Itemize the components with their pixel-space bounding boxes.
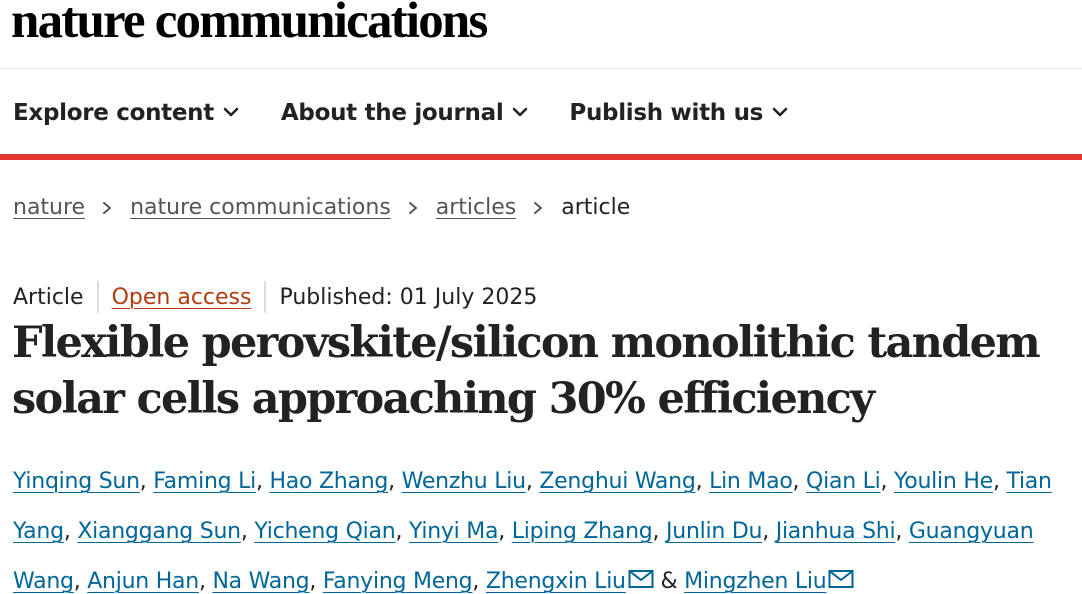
chevron-right-icon xyxy=(406,201,420,215)
chevron-down-icon xyxy=(771,103,789,121)
breadcrumb: nature nature communications articles ar… xyxy=(13,195,630,220)
author-link[interactable]: Yicheng Qian xyxy=(254,519,396,544)
author-link[interactable]: Zhengxin Liu xyxy=(485,569,626,594)
breadcrumb-articles[interactable]: articles xyxy=(435,195,517,220)
author-link[interactable]: Na Wang xyxy=(212,569,310,594)
journal-logo[interactable]: nature communications xyxy=(11,0,488,49)
accent-bar xyxy=(0,154,1082,160)
nav-publish-with-us[interactable]: Publish with us xyxy=(569,100,789,126)
author-link[interactable]: Tian Yang xyxy=(13,469,1052,544)
meta-divider xyxy=(264,281,267,313)
chevron-down-icon xyxy=(222,103,240,121)
author-link[interactable]: Yinyi Ma xyxy=(408,519,499,544)
author-link[interactable]: Fanying Meng xyxy=(322,569,473,594)
nav-about-the-journal[interactable]: About the journal xyxy=(281,100,530,126)
open-access-link[interactable]: Open access xyxy=(111,284,252,310)
author-link[interactable]: Guangyuan Wang xyxy=(13,519,1034,594)
author-link[interactable]: Youlin He xyxy=(894,469,993,494)
chevron-right-icon xyxy=(531,201,545,215)
nav-explore-content[interactable]: Explore content xyxy=(13,100,240,126)
author-link[interactable]: Wenzhu Liu xyxy=(401,469,526,494)
published-date: Published: 01 July 2025 xyxy=(279,284,538,310)
envelope-icon[interactable] xyxy=(828,569,854,589)
breadcrumb-nature-communications[interactable]: nature communications xyxy=(130,195,391,220)
header-divider xyxy=(0,68,1082,69)
author-link[interactable]: Yinqing Sun xyxy=(13,469,140,494)
nav-publish-with-us-label: Publish with us xyxy=(569,100,764,126)
author-link[interactable]: Xianggang Sun xyxy=(77,519,241,544)
nav-about-the-journal-label: About the journal xyxy=(280,100,504,126)
article-title: Flexible perovskite/silicon monolithic t… xyxy=(12,318,1041,424)
main-nav: Explore content About the journal Publis… xyxy=(13,95,830,131)
author-link[interactable]: Liping Zhang xyxy=(511,519,653,544)
article-type: Article xyxy=(13,284,84,310)
author-link[interactable]: Lin Mao xyxy=(709,469,793,494)
author-list: Yinqing Sun, Faming Li, Hao Zhang, Wenzh… xyxy=(13,469,1052,594)
envelope-icon[interactable] xyxy=(628,569,654,589)
author-link[interactable]: Hao Zhang xyxy=(269,469,389,494)
author-link[interactable]: Junlin Du xyxy=(666,519,763,544)
nav-explore-content-label: Explore content xyxy=(13,100,214,126)
chevron-right-icon xyxy=(100,201,114,215)
author-link[interactable]: Mingzhen Liu xyxy=(684,569,827,594)
author-link[interactable]: Jianhua Shi xyxy=(775,519,896,544)
author-conjunction: & xyxy=(660,569,678,594)
article-meta: Article Open access Published: 01 July 2… xyxy=(13,281,537,313)
meta-divider xyxy=(96,281,99,313)
author-link[interactable]: Qian Li xyxy=(806,469,881,494)
author-link[interactable]: Faming Li xyxy=(153,469,256,494)
breadcrumb-nature[interactable]: nature xyxy=(13,195,86,220)
chevron-down-icon xyxy=(511,103,529,121)
author-link[interactable]: Zenghui Wang xyxy=(539,469,696,494)
author-link[interactable]: Anjun Han xyxy=(87,569,199,594)
breadcrumb-current: article xyxy=(561,195,631,220)
